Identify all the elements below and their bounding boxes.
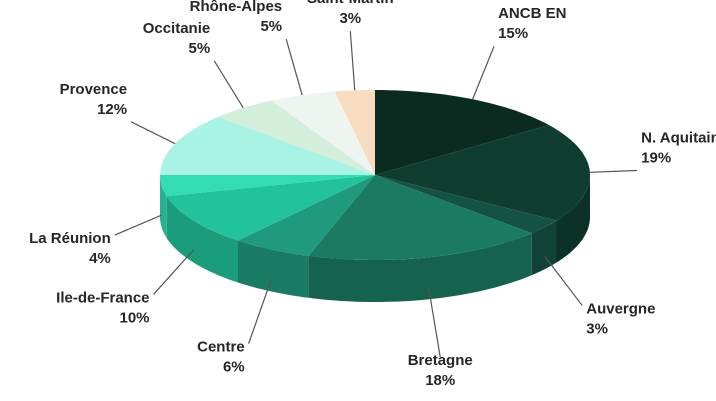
slice: [375, 175, 557, 234]
slice-label: Ile-de-France: [56, 289, 149, 306]
leader-line: [285, 38, 303, 96]
slice-value-label: 4%: [89, 250, 111, 267]
leader-line: [472, 46, 495, 100]
slice-value-label: 18%: [425, 372, 455, 389]
slice-value-label: 5%: [189, 40, 211, 57]
slice-label: Bretagne: [408, 352, 473, 369]
slice-value-label: 3%: [586, 321, 608, 338]
slice-value-label: 6%: [223, 359, 245, 376]
slice-side: [531, 220, 557, 276]
labels: ANCB EN 15% N. Aquitaine 19% Auvergne 3% Breta…: [29, 0, 716, 389]
slice-label: Occitanie: [143, 20, 211, 37]
leader-line: [349, 31, 356, 91]
slice: [238, 175, 375, 256]
slice-value-label: 15%: [498, 25, 528, 42]
slice: [218, 100, 375, 175]
slice: [160, 116, 375, 175]
slice-value-label: 5%: [260, 18, 282, 35]
slice: [375, 90, 549, 175]
slice-label: Auvergne: [586, 301, 655, 318]
slice-label: Centre: [197, 339, 245, 356]
slice: [334, 90, 375, 175]
slice-side: [556, 175, 590, 263]
slice-side: [238, 240, 309, 298]
leader-line: [130, 121, 176, 145]
slice: [166, 175, 375, 241]
slice-value-label: 12%: [97, 101, 127, 118]
slice-label: La Réunion: [29, 230, 111, 247]
leader-line: [153, 249, 194, 295]
slice: [271, 91, 375, 175]
leader-line: [114, 214, 162, 236]
slice-label: Provence: [60, 81, 128, 98]
slices: [160, 90, 590, 260]
leader-line: [427, 286, 441, 358]
leader-line: [589, 169, 638, 173]
slice: [160, 175, 375, 197]
slice-value-label: 3%: [339, 10, 361, 27]
slice-side: [160, 175, 167, 239]
slice: [375, 125, 590, 221]
leader-line: [544, 256, 583, 306]
slice-sides: [160, 175, 590, 302]
slice-side: [166, 196, 238, 283]
slice-label: Saint-Martin: [307, 0, 394, 7]
slice-label: Rhône-Alpes: [190, 0, 283, 15]
slice-value-label: 19%: [641, 149, 671, 166]
leader-line: [248, 278, 272, 344]
slice: [308, 175, 532, 260]
slice-side: [308, 233, 532, 302]
slice-label: N. Aquitaine: [641, 129, 716, 146]
leader-line: [213, 60, 244, 109]
slice-value-label: 10%: [120, 309, 150, 326]
slice-label: ANCB EN: [498, 5, 566, 22]
